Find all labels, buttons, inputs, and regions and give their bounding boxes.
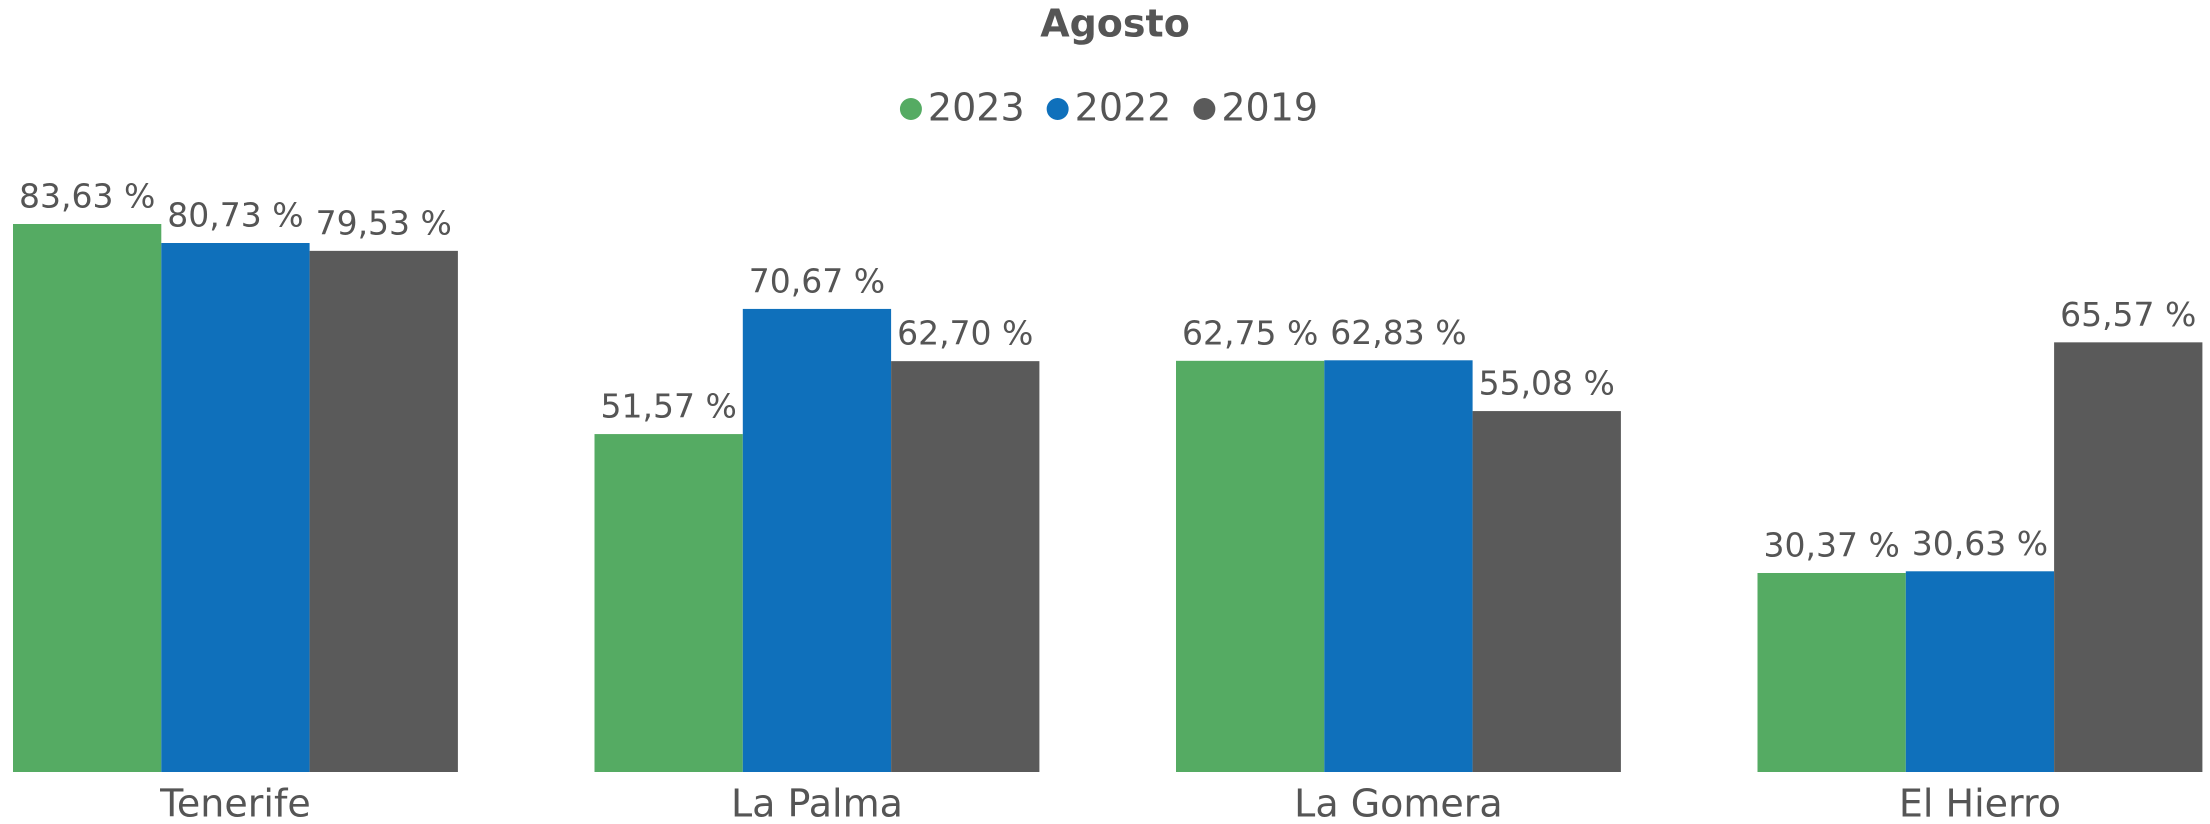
bar (1472, 411, 1621, 772)
data-label: 62,75 % (1182, 313, 1318, 352)
legend-marker (1193, 98, 1216, 120)
x-tick-label: La Palma (731, 782, 903, 824)
x-tick-label: Tenerife (159, 782, 311, 824)
data-label: 80,73 % (167, 196, 303, 235)
x-tick-label: La Gomera (1294, 782, 1503, 824)
bar (1757, 572, 1906, 772)
data-label: 65,57 % (2060, 295, 2196, 334)
bar (13, 224, 162, 772)
data-label: 30,37 % (1763, 525, 1899, 564)
bar (1324, 360, 1473, 772)
legend-label: 2023 (928, 86, 1025, 130)
data-label: 70,67 % (749, 261, 885, 300)
data-label: 62,83 % (1330, 313, 1466, 352)
bar (2054, 342, 2203, 772)
bar (891, 361, 1040, 772)
bar (161, 243, 310, 772)
legend-label: 2022 (1075, 86, 1172, 130)
bar (1905, 571, 2055, 772)
data-label: 79,53 % (316, 203, 452, 242)
data-label: 83,63 % (19, 177, 155, 216)
x-tick-label: El Hierro (1899, 782, 2061, 824)
bar (309, 250, 458, 772)
bar (1176, 360, 1325, 772)
legend-marker (1046, 98, 1069, 120)
data-label: 51,57 % (600, 387, 736, 426)
bar (742, 308, 892, 772)
chart-title: Agosto (1040, 2, 1190, 46)
bar (594, 434, 743, 772)
legend-label: 2019 (1221, 86, 1318, 130)
legend-marker (899, 98, 922, 120)
data-label: 62,70 % (897, 314, 1033, 353)
data-label: 30,63 % (1912, 524, 2048, 563)
data-label: 55,08 % (1479, 364, 1615, 403)
